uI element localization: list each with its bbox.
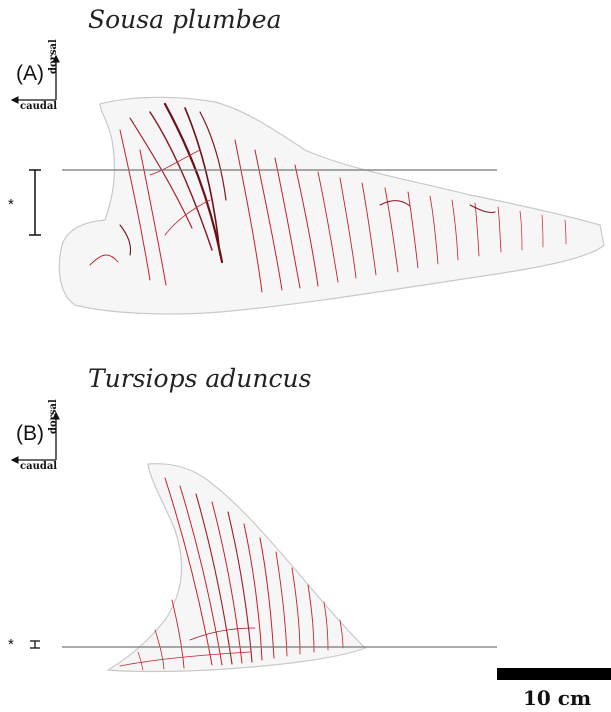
panel-b-axis-caudal-label: caudal xyxy=(20,461,58,472)
panel-a-title: Sousa plumbea xyxy=(88,5,282,34)
panel-a-vessels xyxy=(89,102,567,293)
panel-a-asterisk: * xyxy=(8,196,14,213)
panel-b-title: Tursiops aduncus xyxy=(88,364,312,393)
panel-a-axis-caudal-label: caudal xyxy=(20,101,58,112)
panel-b-specimen-outline xyxy=(106,463,367,673)
panel-a-specimen-outline xyxy=(58,96,605,315)
panel-b-axis-arrows xyxy=(10,411,60,464)
panel-a-axis-arrows xyxy=(10,54,60,104)
panel-b-depth-bracket xyxy=(30,640,40,649)
panel-b-letter: (B) xyxy=(16,422,44,445)
panel-b-asterisk: * xyxy=(8,636,14,653)
panel-b-specimen xyxy=(106,463,367,673)
scale-bar xyxy=(497,668,611,680)
panel-a-depth-bracket xyxy=(29,169,41,236)
scale-bar-label: 10 cm xyxy=(523,686,592,710)
panel-a-letter: (A) xyxy=(16,62,44,85)
panel-a-specimen xyxy=(58,96,605,315)
